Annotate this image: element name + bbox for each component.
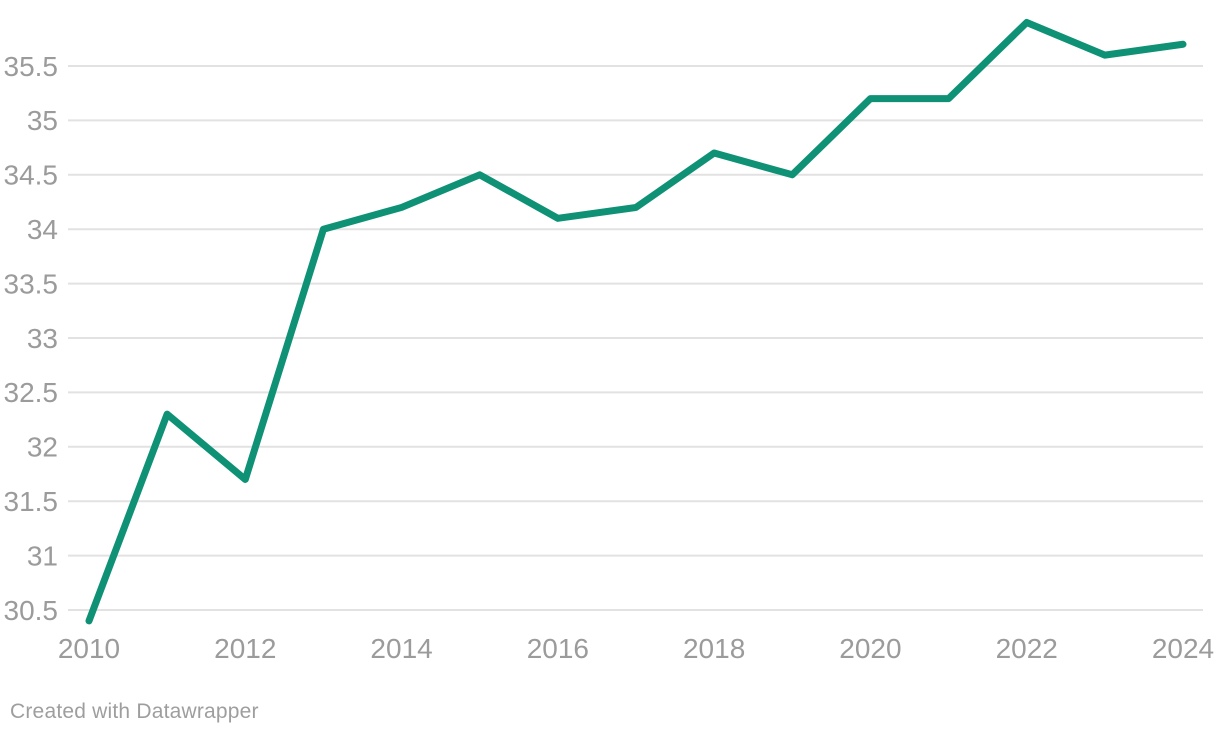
x-axis-tick-label: 2012 [214, 633, 276, 664]
x-axis-tick-label: 2022 [996, 633, 1058, 664]
x-axis-tick-label: 2018 [683, 633, 745, 664]
y-axis-tick-label: 33 [27, 323, 58, 354]
datawrapper-attribution: Created with Datawrapper [10, 700, 259, 723]
y-axis-tick-label: 32 [27, 432, 58, 463]
x-axis-tick-label: 2020 [839, 633, 901, 664]
series-line [85, 18, 1187, 625]
y-axis-tick-label: 32.5 [4, 377, 59, 408]
y-axis-tick-label: 33.5 [4, 268, 59, 299]
y-axis-tick-label: 35.5 [4, 51, 59, 82]
y-axis-tick-label: 30.5 [4, 595, 59, 626]
x-axis-tick-label: 2016 [527, 633, 589, 664]
y-axis-tick-label: 31 [27, 540, 58, 571]
y-axis-tick-label: 34.5 [4, 160, 59, 191]
y-axis-tick-label: 31.5 [4, 486, 59, 517]
y-axis-tick-label: 35 [27, 105, 58, 136]
x-axis-tick-label: 2024 [1152, 633, 1214, 664]
x-axis-tick-label: 2010 [58, 633, 120, 664]
y-axis-tick-label: 34 [27, 214, 58, 245]
x-axis-tick-label: 2014 [370, 633, 432, 664]
